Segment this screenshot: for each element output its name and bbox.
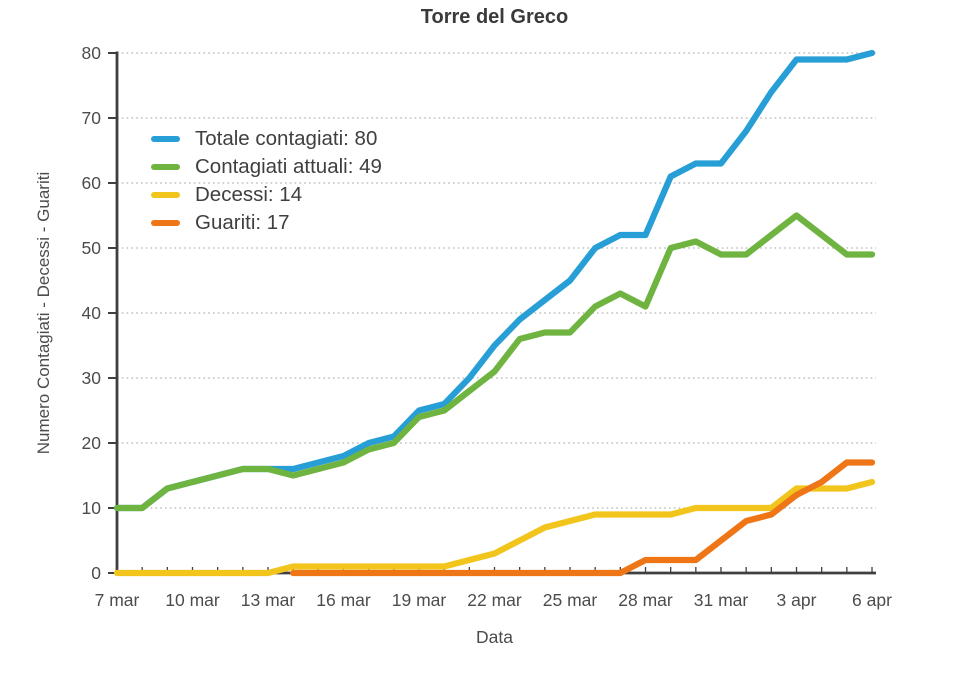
y-tick-label-80: 80 bbox=[82, 43, 102, 63]
legend-item-contagiati-attuali: Contagiati attuali: 49 bbox=[151, 153, 382, 181]
legend-swatch-decessi bbox=[151, 191, 180, 199]
x-tick-label-3-apr: 3 apr bbox=[777, 590, 817, 610]
x-tick-label-7-mar: 7 mar bbox=[95, 590, 140, 610]
y-tick-label-0: 0 bbox=[91, 563, 101, 583]
legend-swatch-guariti bbox=[151, 219, 180, 227]
series-line-contagiati-attuali bbox=[113, 212, 876, 512]
legend-item-decessi: Decessi: 14 bbox=[151, 181, 382, 209]
x-tick-label-6-apr: 6 apr bbox=[852, 590, 892, 610]
legend-label-decessi: Decessi: 14 bbox=[195, 183, 303, 206]
chart-title: Torre del Greco bbox=[420, 6, 569, 28]
y-tick-label-30: 30 bbox=[82, 368, 102, 388]
x-tick-label-28-mar: 28 mar bbox=[618, 590, 673, 610]
x-tick-label-25-mar: 25 mar bbox=[543, 590, 598, 610]
x-tick-label-13-mar: 13 mar bbox=[241, 590, 296, 610]
x-tick-label-22-mar: 22 mar bbox=[467, 590, 522, 610]
y-tick-label-20: 20 bbox=[82, 433, 102, 453]
series-line-guariti bbox=[290, 459, 876, 577]
y-tick-label-40: 40 bbox=[82, 303, 102, 323]
y-tick-label-50: 50 bbox=[82, 238, 102, 258]
x-axis-title: Data bbox=[476, 627, 513, 647]
legend-swatch-totale-contagiati bbox=[151, 135, 180, 143]
legend-label-guariti: Guariti: 17 bbox=[195, 211, 290, 234]
x-tick-label-10-mar: 10 mar bbox=[165, 590, 220, 610]
legend-label-contagiati-attuali: Contagiati attuali: 49 bbox=[195, 155, 382, 178]
series-line-decessi bbox=[113, 478, 876, 577]
legend-swatch-contagiati-attuali bbox=[151, 163, 180, 171]
x-tick-label-19-mar: 19 mar bbox=[392, 590, 447, 610]
x-tick-label-16-mar: 16 mar bbox=[316, 590, 371, 610]
legend-item-totale-contagiati: Totale contagiati: 80 bbox=[151, 125, 382, 153]
legend-item-guariti: Guariti: 17 bbox=[151, 209, 382, 237]
y-tick-label-60: 60 bbox=[82, 173, 102, 193]
legend: Totale contagiati: 80 Contagiati attuali:… bbox=[151, 125, 382, 237]
series-line-totale-contagiati bbox=[113, 49, 876, 512]
legend-label-totale-contagiati: Totale contagiati: 80 bbox=[195, 127, 378, 150]
y-tick-label-70: 70 bbox=[82, 108, 102, 128]
x-tick-label-31-mar: 31 mar bbox=[694, 590, 749, 610]
y-tick-label-10: 10 bbox=[82, 498, 102, 518]
y-axis-title: Numero Contagiati - Decessi - Guariti bbox=[34, 171, 53, 455]
